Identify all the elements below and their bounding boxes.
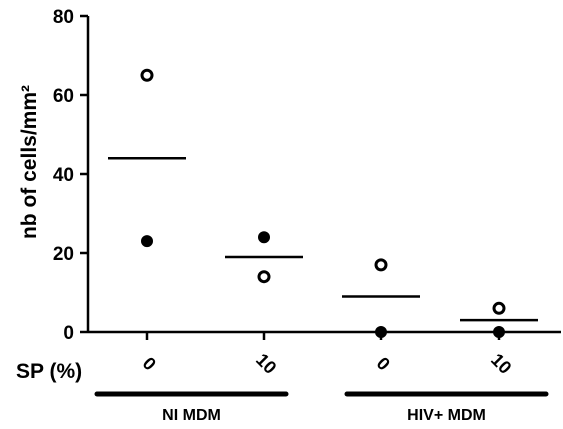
x-ticks: 0 10 0 10 bbox=[139, 332, 515, 378]
open-data-point bbox=[257, 270, 271, 284]
x-axis-prefix-label: SP (%) bbox=[16, 360, 82, 383]
x-tick-label: 10 bbox=[252, 350, 280, 378]
group-label: HIV+ MDM bbox=[407, 407, 486, 424]
open-data-point bbox=[492, 301, 506, 315]
filled-data-point bbox=[493, 326, 505, 338]
group-label: NI MDM bbox=[162, 407, 221, 424]
mean-lines bbox=[108, 156, 538, 322]
y-ticks: 0 20 40 60 80 bbox=[53, 7, 88, 344]
open-data-point bbox=[374, 258, 388, 272]
filled-data-point bbox=[141, 235, 153, 248]
x-tick-label: 0 bbox=[373, 353, 394, 374]
x-tick-label: 0 bbox=[139, 353, 160, 374]
axes bbox=[86, 16, 561, 334]
filled-data-point bbox=[375, 326, 387, 338]
y-tick-label: 80 bbox=[53, 7, 74, 28]
x-tick-label: 10 bbox=[487, 350, 515, 378]
y-axis-label: nb of cells/mm² bbox=[18, 85, 41, 239]
y-tick-label: 60 bbox=[53, 86, 74, 107]
y-tick-label: 20 bbox=[53, 244, 74, 265]
open-data-point bbox=[140, 68, 154, 82]
y-tick-label: 40 bbox=[53, 165, 74, 186]
filled-data-point bbox=[258, 231, 270, 244]
data-points bbox=[140, 68, 506, 338]
y-tick-label: 0 bbox=[63, 323, 74, 344]
group-labels: NI MDM HIV+ MDM bbox=[94, 391, 549, 424]
